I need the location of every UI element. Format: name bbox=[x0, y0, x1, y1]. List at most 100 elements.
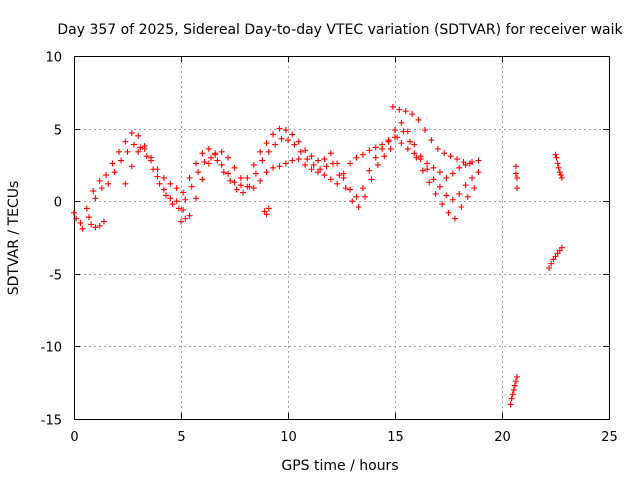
grid bbox=[74, 56, 609, 419]
data-point-track-a bbox=[71, 209, 77, 216]
y-tick-label: -10 bbox=[41, 341, 62, 356]
data-point-track-f bbox=[507, 401, 514, 408]
data-point-track-b bbox=[92, 195, 99, 202]
data-point-track-c bbox=[212, 151, 219, 158]
data-point-track-c bbox=[379, 141, 386, 148]
data-point-track-b bbox=[310, 161, 317, 168]
y-tick-label: 10 bbox=[45, 51, 62, 66]
data-point-track-a bbox=[359, 185, 366, 192]
data-point-track-b bbox=[252, 170, 259, 177]
data-point-track-b bbox=[220, 169, 227, 176]
data-point-track-c bbox=[282, 160, 289, 167]
data-point-track-c bbox=[180, 206, 187, 213]
data-point-track-d bbox=[454, 156, 461, 163]
data-point-track-a bbox=[263, 140, 270, 147]
data-point-track-c bbox=[122, 180, 129, 187]
data-point-track-i bbox=[552, 151, 559, 158]
x-tick-label: 20 bbox=[494, 430, 511, 445]
data-point-track-b bbox=[285, 137, 291, 144]
data-point-track-a bbox=[430, 176, 437, 183]
chart-title: Day 357 of 2025, Sidereal Day-to-day VTE… bbox=[57, 22, 623, 38]
data-point-track-c bbox=[436, 169, 443, 176]
data-point-track-a bbox=[237, 182, 244, 189]
data-point-track-b bbox=[233, 186, 240, 193]
data-point-track-f bbox=[513, 373, 520, 380]
x-tick-label: 15 bbox=[387, 430, 404, 445]
data-point-track-b bbox=[304, 156, 311, 163]
data-point-track-a bbox=[302, 147, 309, 154]
data-point-track-b bbox=[175, 205, 182, 212]
data-point-track-b bbox=[362, 193, 369, 200]
data-point-track-b bbox=[342, 185, 349, 192]
data-point-track-c bbox=[173, 185, 180, 192]
data-point-track-d bbox=[434, 145, 441, 152]
data-point-track-c bbox=[372, 144, 379, 151]
data-point-track-b bbox=[240, 189, 247, 196]
data-point-track-c bbox=[289, 157, 296, 164]
data-point-track-a bbox=[96, 177, 103, 184]
data-point-track-c bbox=[314, 169, 321, 176]
data-point-track-b bbox=[98, 185, 105, 192]
data-point-track-e bbox=[96, 222, 103, 229]
data-point-track-a bbox=[160, 186, 167, 193]
data-point-track-b bbox=[400, 128, 407, 135]
data-point-track-i bbox=[557, 172, 564, 179]
data-point-track-g bbox=[512, 170, 519, 177]
data-point-track-f bbox=[508, 395, 515, 402]
data-point-track-b bbox=[214, 157, 221, 164]
data-point-track-a bbox=[366, 167, 373, 174]
data-point-track-d bbox=[415, 116, 422, 123]
data-point-track-h bbox=[558, 244, 565, 251]
data-point-track-c bbox=[456, 164, 463, 171]
data-point-track-d bbox=[409, 111, 416, 118]
data-point-track-a bbox=[192, 160, 199, 167]
data-point-track-a bbox=[199, 150, 206, 157]
data-point-track-a bbox=[314, 157, 321, 164]
data-point-track-b bbox=[374, 161, 381, 168]
data-point-track-b bbox=[297, 148, 304, 155]
data-point-track-f bbox=[510, 386, 517, 393]
data-point-track-c bbox=[359, 151, 366, 158]
data-point-track-d bbox=[421, 127, 428, 134]
data-point-track-a bbox=[257, 148, 264, 155]
data-point-track-a bbox=[469, 174, 476, 181]
data-point-track-a bbox=[411, 141, 418, 148]
data-point-track-d bbox=[460, 158, 467, 165]
data-point-track-g bbox=[513, 174, 520, 181]
data-point-track-b bbox=[272, 141, 279, 148]
data-point-track-b bbox=[445, 209, 452, 216]
data-point-track-a bbox=[456, 190, 463, 197]
data-point-track-e bbox=[182, 215, 189, 222]
data-point-track-c bbox=[135, 148, 142, 155]
y-tick-label: -15 bbox=[41, 414, 62, 429]
data-point-track-c bbox=[128, 163, 135, 170]
data-point-track-a bbox=[449, 196, 456, 203]
data-point-track-b bbox=[381, 153, 388, 160]
data-point-track-a bbox=[462, 182, 469, 189]
data-point-track-a bbox=[154, 173, 161, 180]
data-point-track-c bbox=[392, 134, 398, 141]
data-point-track-b bbox=[143, 153, 150, 160]
x-tick-label: 5 bbox=[177, 430, 185, 445]
data-point-track-b bbox=[349, 198, 356, 205]
data-point-track-f bbox=[512, 378, 519, 385]
data-point-track-b bbox=[355, 204, 362, 211]
data-point-track-i bbox=[558, 174, 565, 181]
data-point-track-a bbox=[475, 169, 482, 176]
data-point-track-e bbox=[88, 221, 95, 228]
data-point-track-b bbox=[413, 154, 420, 161]
data-point-track-c bbox=[244, 183, 251, 190]
data-point-track-b bbox=[387, 145, 394, 152]
data-point-track-b bbox=[265, 148, 272, 155]
y-tick-label: 0 bbox=[54, 196, 62, 211]
data-point-track-c bbox=[353, 154, 360, 161]
data-point-track-a bbox=[372, 154, 379, 161]
data-point-track-a bbox=[398, 119, 405, 126]
data-point-track-c bbox=[237, 174, 244, 181]
data-point-track-g bbox=[513, 185, 520, 192]
data-point-track-a bbox=[424, 166, 431, 173]
data-point-track-b bbox=[182, 196, 189, 203]
data-point-track-e bbox=[263, 211, 270, 218]
data-point-track-d bbox=[466, 160, 473, 167]
data-point-track-b bbox=[201, 158, 208, 165]
